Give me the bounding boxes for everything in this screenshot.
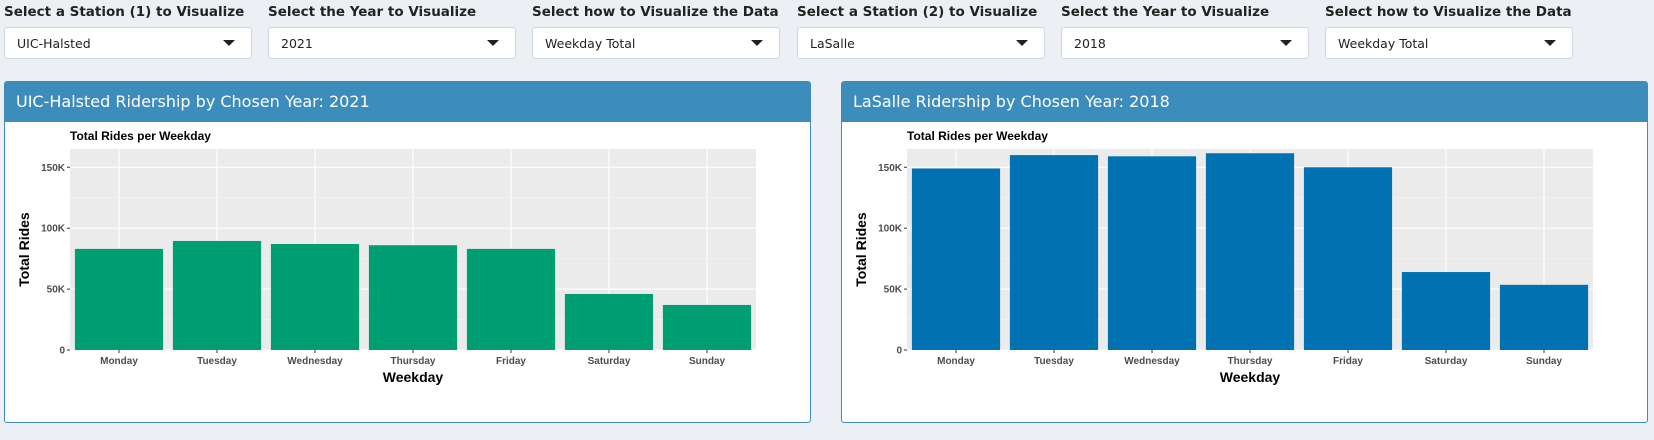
chevron-down-icon [751,40,763,46]
year-dropdown[interactable]: 2018 [1061,27,1309,59]
visualization-dropdown[interactable]: Weekday Total [532,27,780,59]
y-tick-label: 0 [59,346,65,357]
bar [172,240,262,350]
chevron-down-icon [1544,40,1556,46]
ridership-box: LaSalle Ridership by Chosen Year: 2018 0… [841,81,1648,423]
bar [368,245,458,350]
chevron-down-icon [1016,40,1028,46]
bar [662,304,752,350]
year-select-label: Select the Year to Visualize [1061,4,1270,20]
x-axis-label: Weekday [383,369,444,385]
visualization-select-label: Select how to Visualize the Data [1325,4,1572,20]
bar [1499,284,1589,350]
x-tick-label: Sunday [1526,356,1563,367]
y-tick-label: 50K [884,285,903,296]
x-tick-label: Friday [1333,356,1363,367]
x-tick-label: Sunday [689,356,726,367]
chevron-down-icon [1280,40,1292,46]
station-select-label: Select a Station (1) to Visualize [4,4,245,20]
x-tick-label: Saturday [588,356,631,367]
visualization-dropdown-value: Weekday Total [545,36,636,51]
ridership-bar-chart: 0 50K 100K 150K Monday Tuesday Wednesday Thursd… [853,129,1593,385]
chart-title: Total Rides per Weekday [70,129,211,143]
y-tick-label: 100K [878,224,903,235]
visualization-select-label: Select how to Visualize the Data [532,4,779,20]
year-dropdown[interactable]: 2021 [268,27,516,59]
x-axis-label: Weekday [1220,369,1281,385]
x-tick-label: Tuesday [1034,356,1074,367]
y-tick-label: 0 [896,346,902,357]
bar [1009,155,1099,350]
x-tick-label: Wednesday [287,356,343,367]
x-tick-label: Tuesday [197,356,237,367]
bar [1107,156,1197,350]
x-tick-label: Monday [937,356,975,367]
station-dropdown-value: UIC-Halsted [17,36,91,51]
station-dropdown[interactable]: UIC-Halsted [4,27,252,59]
y-tick-label: 150K [878,163,903,174]
box-title: UIC-Halsted Ridership by Chosen Year: 20… [5,82,810,122]
chevron-down-icon [487,40,499,46]
station-select-label: Select a Station (2) to Visualize [797,4,1038,20]
visualization-dropdown-value: Weekday Total [1338,36,1429,51]
visualization-dropdown[interactable]: Weekday Total [1325,27,1573,59]
bar [270,244,360,350]
bar [1401,272,1491,350]
ridership-bar-chart: 0 50K 100K 150K Monday Tuesday Wednesday Thursd… [16,129,756,385]
y-tick-label: 150K [41,163,66,174]
bar [74,248,164,350]
x-tick-label: Thursday [1227,356,1272,367]
year-dropdown-value: 2018 [1074,36,1106,51]
ridership-box: UIC-Halsted Ridership by Chosen Year: 20… [4,81,811,423]
left-panel: Select a Station (1) to Visualize UIC-Ha… [0,0,812,440]
year-dropdown-value: 2021 [281,36,313,51]
x-tick-label: Saturday [1425,356,1468,367]
chevron-down-icon [223,40,235,46]
y-tick-label: 50K [47,285,66,296]
y-axis-label: Total Rides [853,212,869,287]
x-tick-label: Friday [496,356,526,367]
bar [564,293,654,350]
x-tick-label: Thursday [390,356,435,367]
y-tick-label: 100K [41,224,66,235]
station-dropdown[interactable]: LaSalle [797,27,1045,59]
chart-title: Total Rides per Weekday [907,129,1048,143]
box-title: LaSalle Ridership by Chosen Year: 2018 [842,82,1647,122]
bar [911,168,1001,350]
x-tick-label: Wednesday [1124,356,1180,367]
bar [466,248,556,350]
x-tick-label: Monday [100,356,138,367]
bar [1205,153,1295,350]
station-dropdown-value: LaSalle [810,36,855,51]
y-axis-label: Total Rides [16,212,32,287]
right-panel: Select a Station (2) to Visualize LaSall… [797,0,1649,440]
year-select-label: Select the Year to Visualize [268,4,477,20]
bar [1303,167,1393,350]
